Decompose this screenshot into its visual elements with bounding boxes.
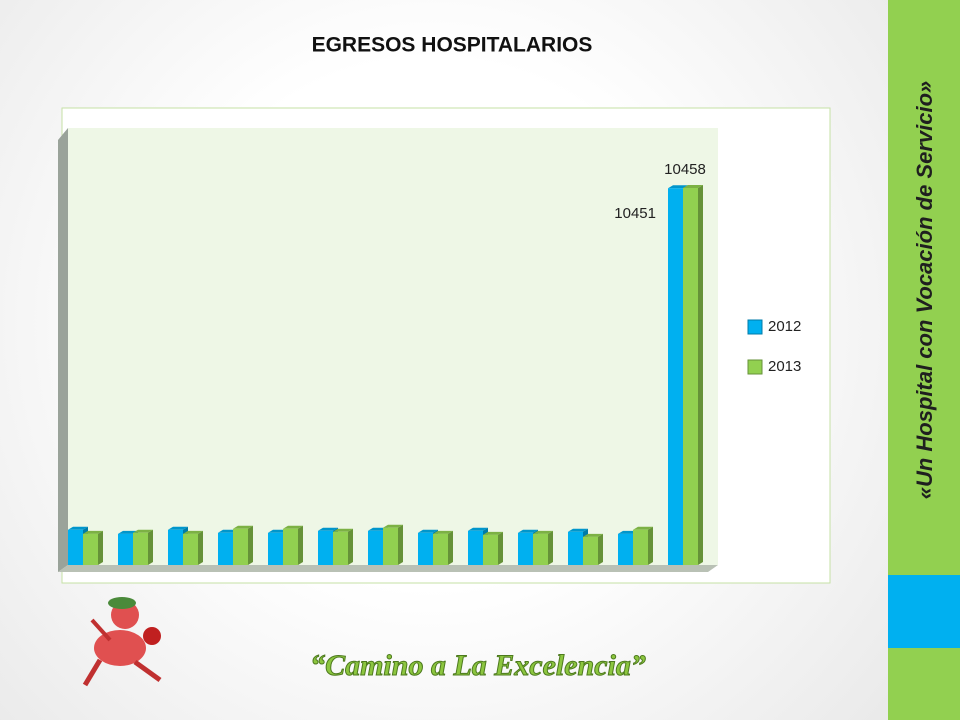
bar xyxy=(518,532,533,565)
bar xyxy=(583,536,598,565)
bar-side xyxy=(248,525,253,565)
bar xyxy=(283,528,298,565)
legend-swatch xyxy=(747,359,763,375)
plot-floor xyxy=(58,565,718,572)
logo-leg xyxy=(82,658,103,687)
bar-side xyxy=(698,185,703,565)
bar-side xyxy=(548,530,553,565)
bar-side xyxy=(198,530,203,565)
bar-top xyxy=(568,528,588,532)
bar-top xyxy=(583,533,603,537)
bar-side xyxy=(98,530,103,565)
data-label: 10451 xyxy=(614,205,656,222)
bar-top xyxy=(483,531,503,535)
bar xyxy=(433,533,448,565)
bar-top xyxy=(468,527,488,531)
tagline: «Un Hospital con Vocación de Servicio» xyxy=(912,81,937,500)
bar xyxy=(618,533,633,565)
motto: “Camino a La Excelencia” xyxy=(310,649,646,682)
legend: 2012 2013 xyxy=(747,318,801,375)
bar xyxy=(183,533,198,565)
legend-label: 2013 xyxy=(768,358,801,375)
bar-top xyxy=(83,530,103,534)
bar-top xyxy=(633,526,653,530)
logo xyxy=(82,597,162,687)
bar-top xyxy=(133,529,153,533)
bar-side xyxy=(448,530,453,565)
bar-top xyxy=(683,185,703,188)
bar-top xyxy=(318,527,338,531)
bar-top xyxy=(168,526,188,530)
bar xyxy=(633,529,648,565)
bar xyxy=(83,533,98,565)
bar xyxy=(268,532,283,565)
logo-body xyxy=(94,630,146,666)
bar xyxy=(418,532,433,565)
bar-side xyxy=(148,529,153,565)
bar-side xyxy=(498,531,503,565)
bar xyxy=(218,532,233,565)
bar xyxy=(133,532,148,565)
bar xyxy=(533,533,548,565)
bar-top xyxy=(533,530,553,534)
legend-label: 2012 xyxy=(768,318,801,335)
logo-leg xyxy=(133,659,162,683)
bar xyxy=(333,531,348,565)
bar-top xyxy=(333,528,353,532)
logo-arm xyxy=(90,618,112,642)
bar-top xyxy=(668,185,688,189)
legend-swatch xyxy=(747,319,763,335)
bar xyxy=(483,534,498,565)
bar xyxy=(118,533,133,565)
bar-top xyxy=(68,526,88,530)
bar xyxy=(383,527,398,565)
bar-top xyxy=(283,525,303,529)
bar xyxy=(68,529,83,565)
data-label: 10458 xyxy=(664,161,706,178)
bar-top xyxy=(433,530,453,534)
logo-cap xyxy=(108,597,136,609)
bar xyxy=(168,529,183,565)
bar xyxy=(683,188,698,565)
bar-side xyxy=(398,524,403,565)
bar xyxy=(668,188,683,565)
sidebar-middle xyxy=(888,575,960,648)
bar xyxy=(568,531,583,565)
bar-side xyxy=(298,525,303,565)
sidebar-bottom xyxy=(888,648,960,720)
bar xyxy=(468,530,483,565)
bar-top xyxy=(233,525,253,529)
bar xyxy=(318,530,333,565)
bar-top xyxy=(518,529,538,533)
sidebar-top xyxy=(888,0,960,575)
logo-glove xyxy=(143,627,161,645)
bar-side xyxy=(348,528,353,565)
bar-top xyxy=(418,529,438,533)
bars: 10451 10458 xyxy=(68,161,706,565)
bar xyxy=(368,530,383,565)
bar-top xyxy=(383,524,403,528)
bar-side xyxy=(598,533,603,565)
bar-top xyxy=(183,530,203,534)
plot-wall xyxy=(58,128,68,572)
bar-side xyxy=(648,526,653,565)
bar xyxy=(233,528,248,565)
chart-title: EGRESOS HOSPITALARIOS xyxy=(312,34,593,57)
plot-back xyxy=(68,128,718,565)
